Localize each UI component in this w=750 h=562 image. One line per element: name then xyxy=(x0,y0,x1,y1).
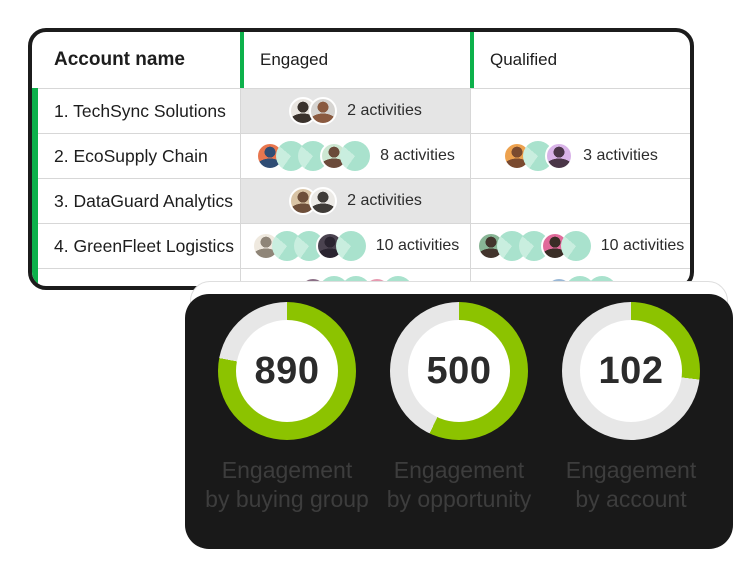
account-name-cell[interactable]: 3. DataGuard Analytics xyxy=(32,178,240,223)
engaged-avatar-group xyxy=(251,231,366,261)
donut-label-line: Engagement xyxy=(565,457,697,483)
accounts-table: Account name Engaged Qualified 1. TechSy… xyxy=(32,32,690,286)
qualified-cell[interactable] xyxy=(470,88,690,133)
donut-label: Engagement by account xyxy=(566,456,696,514)
activities-count-label: 8 activities xyxy=(380,147,455,164)
person-avatar xyxy=(545,142,574,170)
engaged-cell[interactable]: 2 activities xyxy=(240,178,470,223)
placeholder-avatar xyxy=(560,231,591,261)
donut-label: Engagement by buying group xyxy=(205,456,369,514)
account-name-cell[interactable] xyxy=(32,268,240,286)
column-header-account-name: Account name xyxy=(54,49,185,70)
engaged-cell[interactable]: 2 activities xyxy=(240,88,470,133)
activities-count-label: 2 activities xyxy=(347,102,422,119)
qualified-cell[interactable] xyxy=(470,178,690,223)
engaged-cell[interactable]: 8 activities xyxy=(240,133,470,178)
engaged-avatar-group xyxy=(289,97,338,125)
column-header-engaged: Engaged xyxy=(240,32,470,88)
donut-label-line: Engagement xyxy=(393,457,525,483)
donut-label-line: by account xyxy=(575,485,687,512)
table-left-accent-bar xyxy=(32,88,38,286)
donut-label: Engagement by opportunity xyxy=(387,456,531,514)
account-name-cell[interactable]: 1. TechSync Solutions xyxy=(32,88,240,133)
engaged-avatar-group xyxy=(256,141,371,171)
person-avatar xyxy=(309,97,338,125)
donut-label-line: Engagement xyxy=(221,457,353,483)
qualified-avatar-group xyxy=(503,141,574,171)
donut-value: 890 xyxy=(254,349,320,392)
donut-ring: 102 xyxy=(562,302,700,440)
qualified-avatar-group xyxy=(476,231,591,261)
engaged-avatar-group xyxy=(289,187,338,215)
donut-label-line: by buying group xyxy=(205,485,369,512)
placeholder-avatar xyxy=(340,141,371,171)
activities-count-label: 10 activities xyxy=(375,237,460,254)
engagement-donut-widget: 890 Engagement by buying group xyxy=(201,302,373,541)
account-name-cell[interactable]: 4. GreenFleet Logistics xyxy=(32,223,240,268)
placeholder-avatar xyxy=(335,231,366,261)
donut-ring: 890 xyxy=(218,302,356,440)
engagement-donut-widget: 102 Engagement by account xyxy=(545,302,717,541)
engaged-cell[interactable]: 10 activities xyxy=(240,223,470,268)
engagement-donut-widget: 500 Engagement by opportunity xyxy=(373,302,545,541)
donut-value: 500 xyxy=(426,349,492,392)
activities-count-label: 2 activities xyxy=(347,192,422,209)
column-header-qualified: Qualified xyxy=(470,32,690,88)
activities-count-label: 3 activities xyxy=(583,147,658,164)
person-avatar xyxy=(309,187,338,215)
accounts-table-card: Account name Engaged Qualified 1. TechSy… xyxy=(28,28,694,290)
account-name-cell[interactable]: 2. EcoSupply Chain xyxy=(32,133,240,178)
qualified-cell[interactable]: 10 activities xyxy=(470,223,690,268)
donut-ring: 500 xyxy=(390,302,528,440)
donut-label-line: by opportunity xyxy=(386,485,532,512)
qualified-cell[interactable]: 3 activities xyxy=(470,133,690,178)
activities-count-label: 10 activities xyxy=(600,237,685,254)
engagement-metrics-card: 890 Engagement by buying group 500 Engagemen… xyxy=(185,281,733,549)
donut-value: 102 xyxy=(598,349,664,392)
